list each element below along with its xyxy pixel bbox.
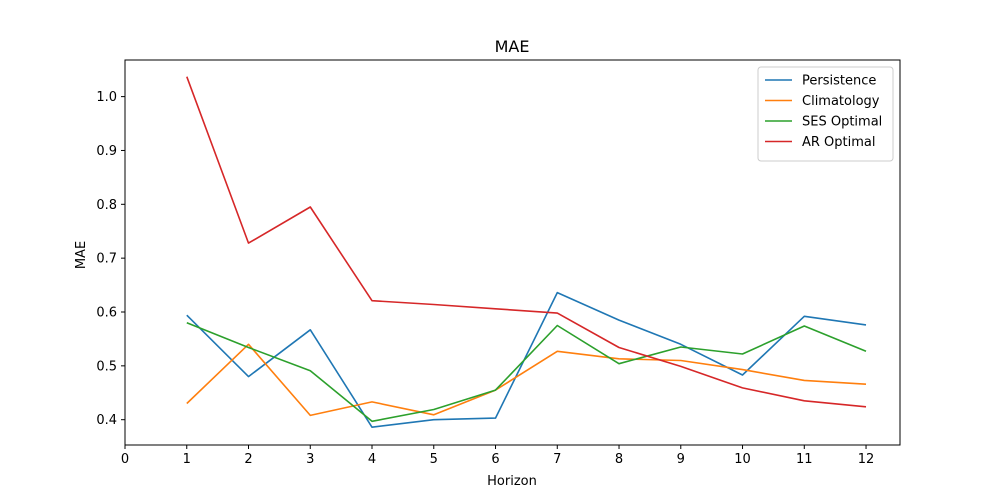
x-axis-ticks: 0 1 2 3 4 5 6 7 8 9 10 11 12 <box>121 445 874 467</box>
x-axis-label: Horizon <box>487 474 537 489</box>
x-tick-label: 2 <box>244 452 252 467</box>
y-tick-label: 0.9 <box>96 144 117 159</box>
x-tick-label: 10 <box>734 452 751 467</box>
legend-box <box>757 66 894 162</box>
y-tick-label: 1.0 <box>96 90 117 105</box>
series-line-ar-optimal <box>186 76 867 408</box>
legend-entry: AR Optimal <box>802 135 876 150</box>
x-tick-label: 5 <box>430 452 438 467</box>
legend-entry: Persistence <box>802 74 876 89</box>
series-line-climatology <box>186 343 867 417</box>
legend: Persistence Climatology SES Optimal AR Opti… <box>757 66 894 162</box>
series-layer <box>186 76 867 429</box>
axes-frame <box>124 59 901 446</box>
chart-title: MAE <box>495 37 530 56</box>
x-tick-label: 1 <box>183 452 191 467</box>
x-tick-label: 3 <box>306 452 314 467</box>
x-tick-label: 7 <box>553 452 561 467</box>
x-tick-label: 4 <box>368 452 376 467</box>
plot-area <box>124 59 901 446</box>
x-tick-label: 11 <box>796 452 813 467</box>
y-axis-ticks: 0.4 0.5 0.6 0.7 0.8 0.9 1.0 <box>96 90 125 428</box>
series-line-persistence <box>186 291 867 429</box>
x-tick-label: 0 <box>121 452 129 467</box>
y-tick-label: 0.6 <box>96 306 117 321</box>
y-tick-label: 0.7 <box>96 252 117 267</box>
x-tick-label: 8 <box>615 452 623 467</box>
y-axis-label: MAE <box>74 241 89 269</box>
x-tick-label: 6 <box>491 452 499 467</box>
y-tick-label: 0.5 <box>96 359 117 374</box>
y-tick-label: 0.8 <box>96 198 117 213</box>
x-tick-label: 9 <box>677 452 685 467</box>
x-tick-label: 12 <box>858 452 875 467</box>
series-line-ses-optimal <box>186 322 867 423</box>
legend-entry: SES Optimal <box>802 115 882 130</box>
legend-entry: Climatology <box>802 94 880 109</box>
y-tick-label: 0.4 <box>96 413 117 428</box>
